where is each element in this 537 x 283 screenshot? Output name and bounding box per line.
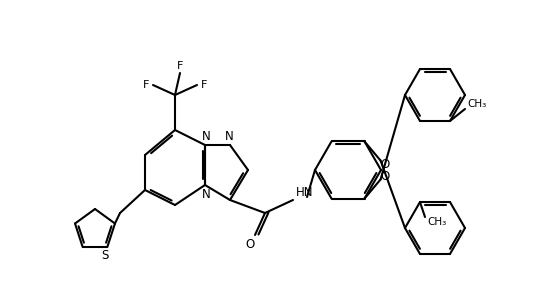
Text: F: F <box>177 61 183 71</box>
Text: CH₃: CH₃ <box>467 99 486 109</box>
Text: N: N <box>224 130 234 143</box>
Text: O: O <box>380 158 389 171</box>
Text: N: N <box>201 188 211 201</box>
Text: S: S <box>101 250 109 263</box>
Text: O: O <box>380 170 389 183</box>
Text: N: N <box>201 130 211 143</box>
Text: F: F <box>143 80 149 90</box>
Text: CH₃: CH₃ <box>427 217 446 227</box>
Text: F: F <box>201 80 207 90</box>
Text: HN: HN <box>296 186 314 200</box>
Text: O: O <box>245 237 255 250</box>
